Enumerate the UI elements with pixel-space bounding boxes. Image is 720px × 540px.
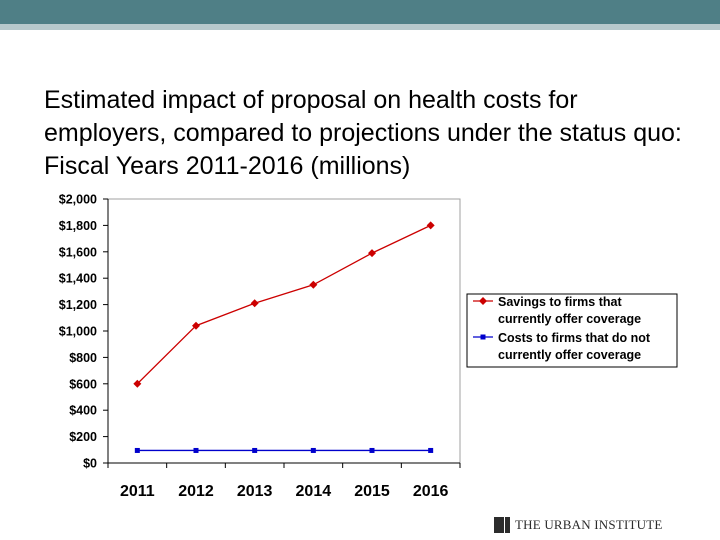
x-tick-label: 2012 — [178, 483, 214, 500]
logo-mark-icon — [494, 517, 504, 533]
y-tick-label: $400 — [69, 404, 97, 418]
series-point-1 — [250, 299, 259, 308]
logo-text: THE URBAN INSTITUTE — [515, 517, 663, 532]
header-stripe — [0, 24, 720, 30]
x-tick-label: 2011 — [120, 483, 155, 500]
legend-swatch-marker — [480, 334, 486, 340]
y-tick-label: $2,000 — [59, 193, 97, 207]
y-tick-label: $1,000 — [59, 325, 97, 339]
legend-box — [466, 293, 678, 368]
series-point-2 — [428, 447, 434, 453]
y-tick-label: $1,200 — [59, 298, 97, 312]
series-point-1 — [133, 379, 142, 388]
header-bar — [0, 0, 720, 24]
series-point-1 — [192, 321, 200, 330]
y-tick-label: $1,800 — [59, 219, 97, 233]
series-point-2 — [310, 447, 316, 453]
legend-label: Costs to firms that do not currently offe… — [498, 331, 651, 362]
legend-label: Savings to firms that currently offer cov… — [498, 295, 641, 326]
y-tick-label: $1,400 — [59, 272, 97, 286]
series-point-1 — [368, 249, 376, 258]
y-tick-label: $600 — [69, 377, 97, 391]
logo-mark-bar-icon — [505, 517, 510, 533]
y-tick-label: $1,600 — [59, 245, 97, 259]
urban-institute-logo: THE URBAN INSTITUTE — [494, 516, 663, 534]
series-point-2 — [193, 447, 199, 453]
y-tick-label: $0 — [83, 457, 97, 471]
y-tick-label: $200 — [69, 430, 97, 444]
legend-swatch-marker — [479, 297, 487, 305]
series-line-1 — [136, 224, 431, 385]
series-point-2 — [252, 447, 258, 453]
x-tick-label: 2014 — [296, 483, 332, 500]
y-tick-label: $800 — [69, 351, 97, 365]
series-point-2 — [369, 447, 375, 453]
x-tick-label: 2013 — [237, 483, 273, 500]
plot-area-frame — [107, 198, 461, 464]
x-tick-label: 2015 — [354, 483, 390, 500]
series-point-1 — [309, 280, 318, 289]
slide-title: Estimated impact of proposal on health c… — [44, 86, 682, 180]
series-point-1 — [426, 221, 435, 230]
x-tick-label: 2016 — [413, 483, 449, 500]
series-point-2 — [134, 447, 140, 453]
